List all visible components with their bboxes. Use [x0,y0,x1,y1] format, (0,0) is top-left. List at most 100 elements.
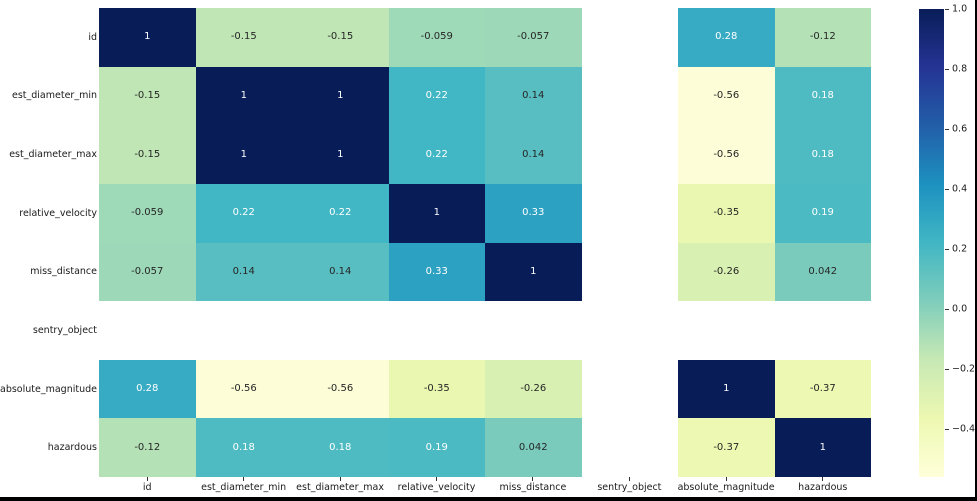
heatmap-cell: -0.059 [99,183,196,243]
heatmap-cell [581,66,678,126]
heatmap-cell: -0.12 [99,418,196,477]
heatmap-cell [99,301,196,360]
heatmap-cell [485,301,582,360]
heatmap-cell [581,242,678,302]
x-axis-tick [146,477,148,481]
heatmap: 1 -0.15 -0.15 -0.059 -0.057 0.28 -0.12 -0.15 1 1 0… [99,8,871,477]
heatmap-cell [581,183,678,243]
heatmap-cell: -0.56 [292,359,389,419]
heatmap-cell: 0.28 [99,359,196,419]
heatmap-cell: 0.22 [292,183,389,243]
colorbar-tick [945,248,949,250]
heatmap-cell: 1 [292,125,389,184]
heatmap-cell: -0.35 [388,359,485,419]
heatmap-cell [774,301,871,360]
heatmap-cell: -0.37 [774,359,871,419]
heatmap-cell: -0.26 [485,359,582,419]
heatmap-cell: 0.33 [485,183,582,243]
y-tick-label: relative_velocity [0,184,106,243]
colorbar-gradient [919,9,944,477]
heatmap-cell [678,301,775,360]
heatmap-cell: 0.14 [485,66,582,126]
x-axis-label-text: relative_velocity [397,482,476,493]
x-tick-label: relative_velocity [388,477,484,497]
heatmap-cell [388,301,485,360]
x-tick-label: absolute_magnitude [678,477,775,497]
heatmap-cell: 0.042 [774,242,871,302]
heatmap-cell [195,301,292,360]
x-tick-label: est_diameter_max [292,477,388,497]
heatmap-cell: 0.22 [388,125,485,184]
colorbar-tick-label: 0.2 [952,243,968,255]
x-axis-tick [628,477,630,481]
heatmap-cell: 1 [388,183,485,243]
x-axis-label-text: est_diameter_max [296,482,384,493]
y-axis-label-text: absolute_magnitude [0,383,97,395]
y-axis-label-text: hazardous [47,442,97,454]
heatmap-cell: -0.26 [678,242,775,302]
y-axis-labels: id est_diameter_min est_diameter_max relati… [0,8,104,477]
heatmap-cell: -0.15 [292,8,389,67]
heatmap-cell: -0.15 [195,8,292,67]
x-tick-label: sentry_object [581,477,677,497]
heatmap-cell: -0.56 [195,359,292,419]
heatmap-cell: 0.28 [678,8,775,67]
heatmap-cell: -0.37 [678,418,775,477]
heatmap-cell [581,301,678,360]
x-axis-label-text: id [142,482,152,493]
colorbar-tick [945,128,949,130]
heatmap-cell: -0.35 [678,183,775,243]
colorbar-tick [945,68,949,70]
x-axis-label-text: sentry_object [597,482,662,493]
heatmap-cell: 0.18 [774,66,871,126]
y-axis-label-text: id [88,31,97,43]
colorbar-tick-label: 0.6 [952,123,968,135]
colorbar-tick-label: −0.2 [952,363,976,375]
heatmap-cell: 1 [774,418,871,477]
heatmap-cell [292,301,389,360]
colorbar-tick-label: 0.4 [952,183,968,195]
colorbar-tick-label: 0.0 [952,303,968,315]
x-axis-label-text: miss_distance [499,482,567,493]
x-tick-label: hazardous [775,477,871,497]
colorbar-tick [945,368,949,370]
heatmap-cell: 0.14 [292,242,389,302]
heatmap-cell: 0.18 [195,418,292,477]
x-axis-tick [532,477,534,481]
x-axis-label-text: est_diameter_min [201,482,287,493]
heatmap-cell: 0.33 [388,242,485,302]
heatmap-cell: 0.22 [388,66,485,126]
x-axis-label-text: absolute_magnitude [677,482,775,493]
heatmap-cell: 1 [99,8,196,67]
colorbar-tick [945,8,949,10]
heatmap-cell: -0.057 [485,8,582,67]
x-axis-tick [339,477,341,481]
heatmap-cell: 0.14 [485,125,582,184]
colorbar-tick-label: 0.8 [952,63,968,75]
colorbar-tick [945,188,949,190]
y-tick-label: est_diameter_min [0,67,106,126]
heatmap-cell [581,8,678,67]
x-axis-label-text: hazardous [798,482,848,493]
heatmap-cell: -0.12 [774,8,871,67]
x-axis-tick [436,477,437,481]
heatmap-cell: -0.059 [388,8,485,67]
heatmap-cell: -0.56 [678,66,775,126]
heatmap-cell: 0.042 [485,418,582,477]
heatmap-cell: 1 [292,66,389,126]
y-tick-label: id [0,8,106,67]
heatmap-cell: -0.15 [99,125,196,184]
x-axis-tick [243,477,245,481]
heatmap-cell [581,125,678,184]
heatmap-cell: -0.057 [99,242,196,302]
heatmap-cell [581,359,678,419]
y-tick-label: absolute_magnitude [0,360,106,419]
y-tick-label: sentry_object [0,301,106,360]
y-tick-label: est_diameter_max [0,125,106,184]
y-tick-label: miss_distance [0,243,106,302]
heatmap-cell: 1 [678,359,775,419]
x-axis-tick [725,477,727,481]
heatmap-cell: 0.18 [774,125,871,184]
heatmap-cell: 0.19 [774,183,871,243]
